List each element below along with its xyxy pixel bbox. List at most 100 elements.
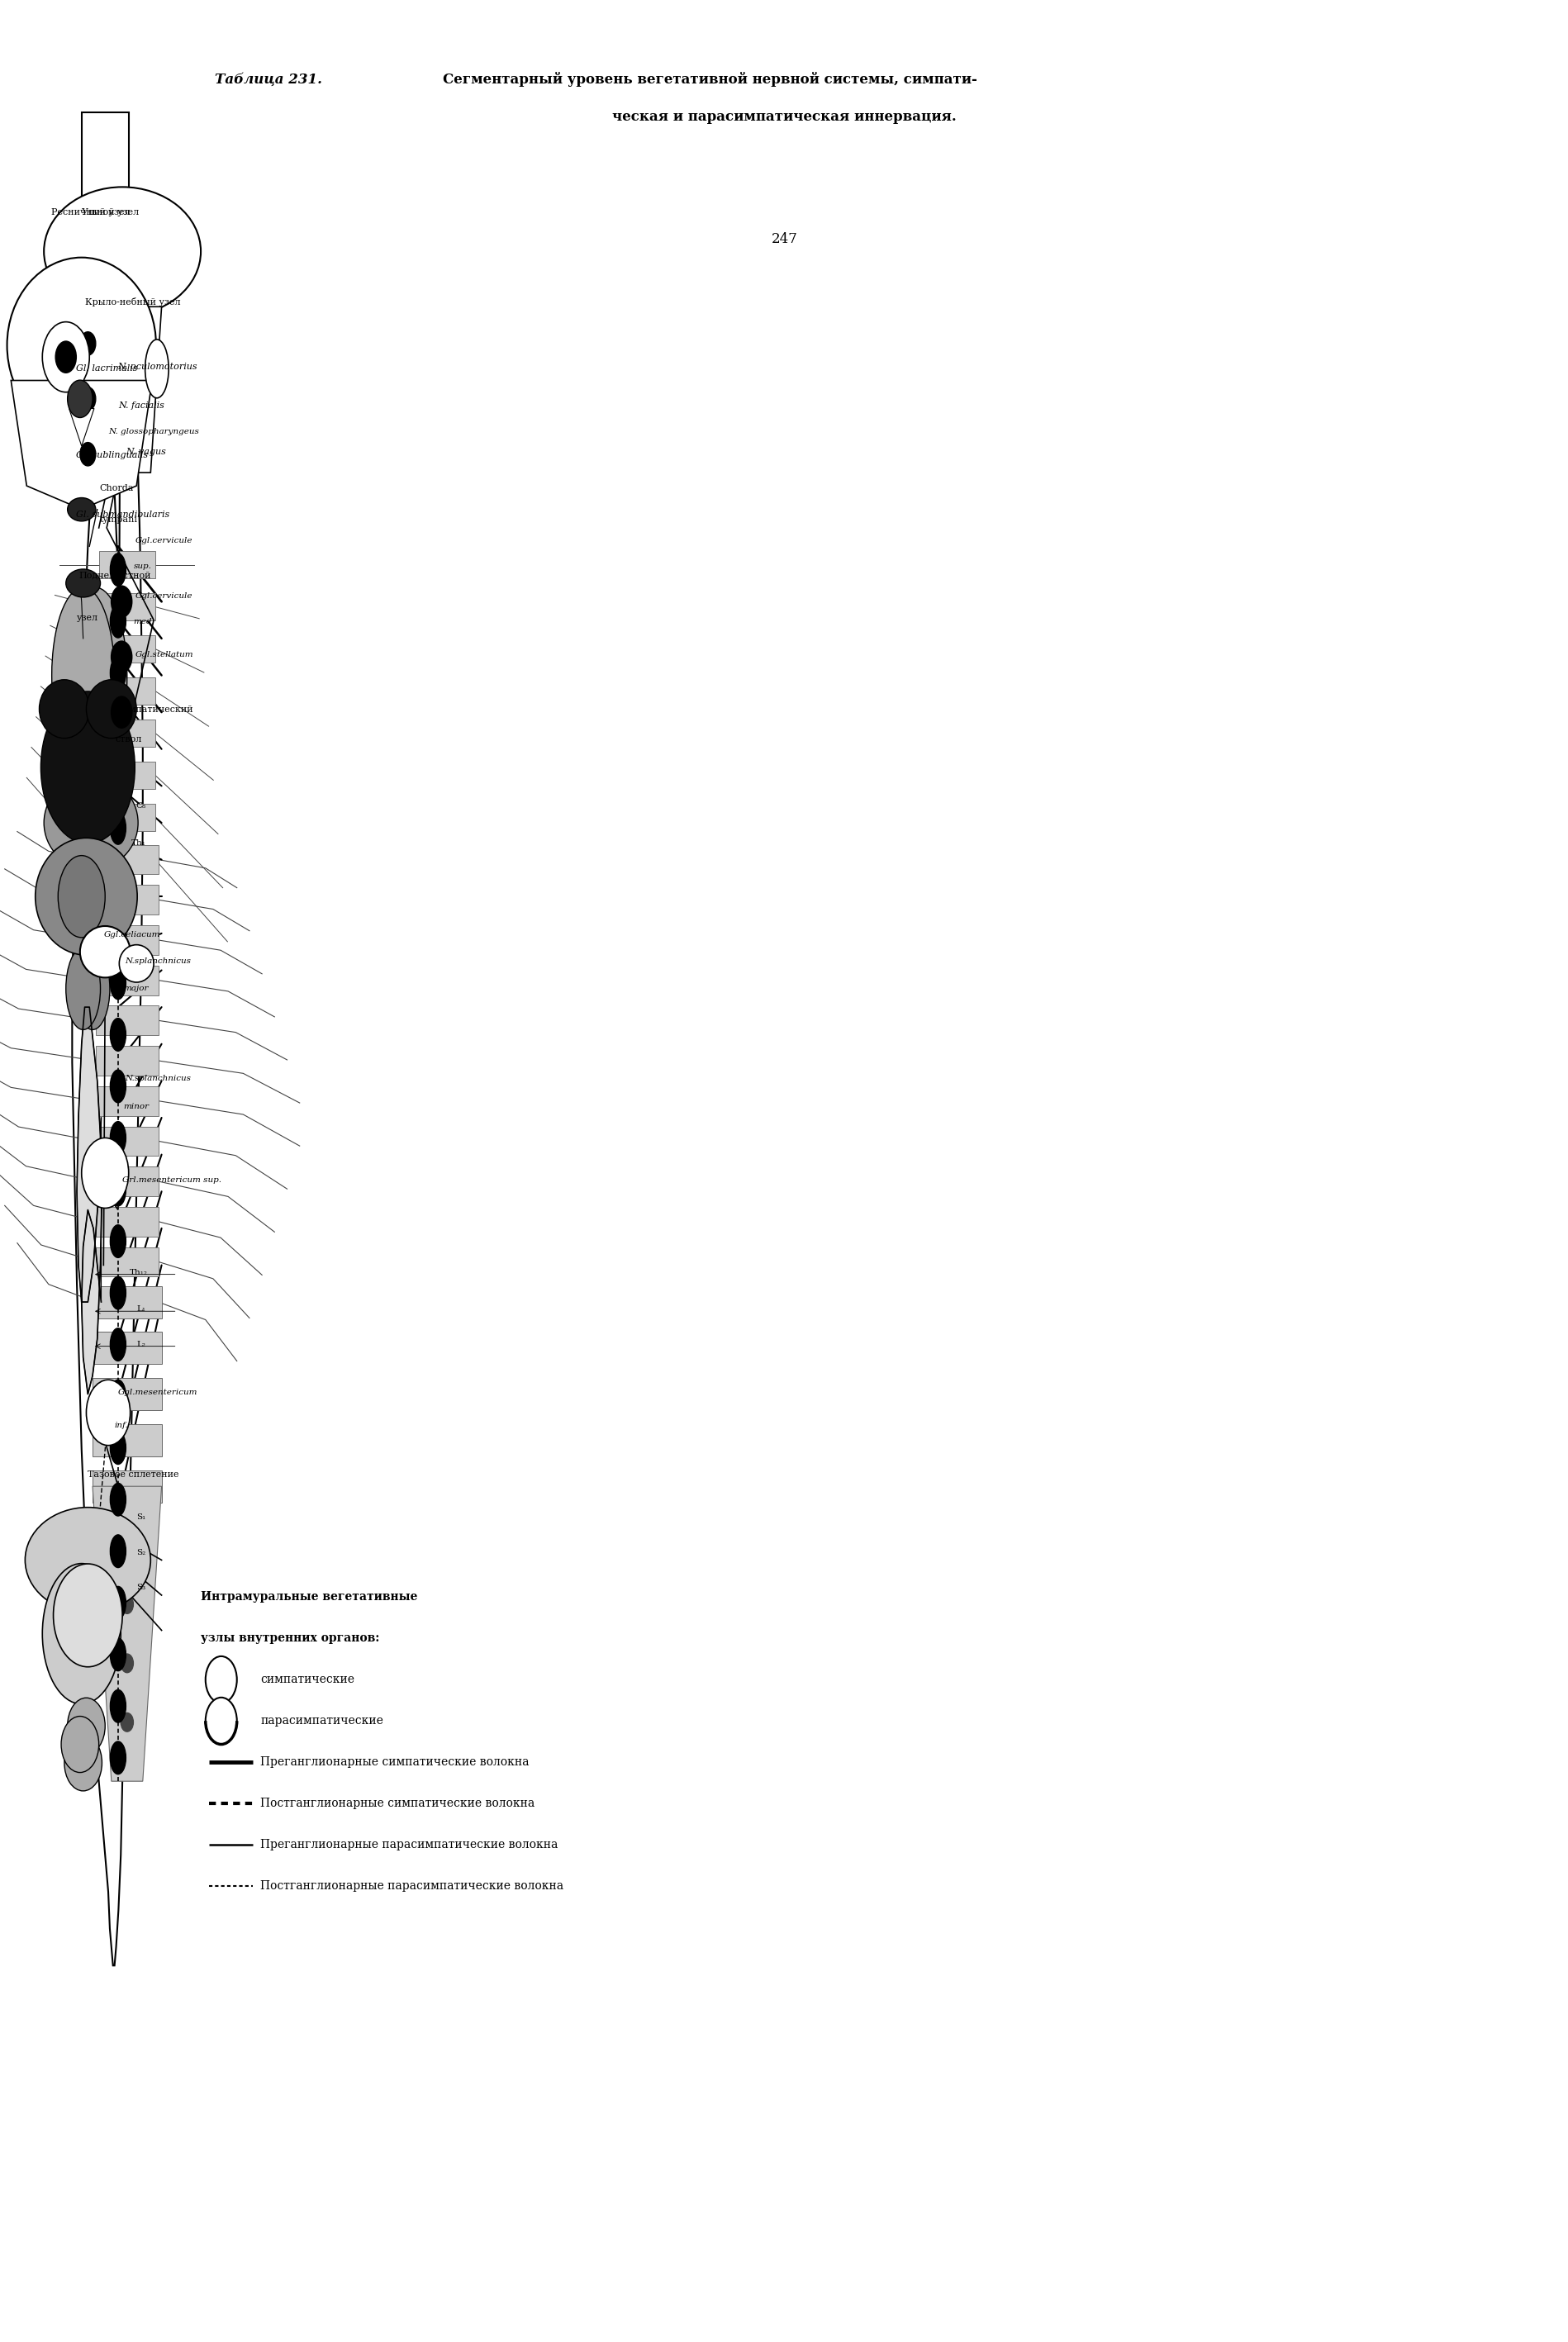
Text: L₁: L₁ xyxy=(136,1304,146,1314)
Ellipse shape xyxy=(34,838,138,956)
Text: N.splanchnicus: N.splanchnicus xyxy=(125,1075,191,1082)
Ellipse shape xyxy=(44,187,201,316)
Text: Ресничный узел: Ресничный узел xyxy=(52,208,130,215)
Text: Gl. sublingualis: Gl. sublingualis xyxy=(75,452,147,459)
Ellipse shape xyxy=(41,691,135,843)
Text: Ggl.celiacum: Ggl.celiacum xyxy=(103,932,160,939)
Bar xyxy=(96,1288,158,1316)
Circle shape xyxy=(42,321,89,391)
Text: Ушной узел: Ушной узел xyxy=(82,208,140,215)
Bar xyxy=(99,635,155,663)
Bar xyxy=(96,1047,158,1075)
Text: узлы внутренних органов:: узлы внутренних органов: xyxy=(201,1632,379,1644)
Polygon shape xyxy=(77,1007,102,1393)
Ellipse shape xyxy=(110,1225,125,1258)
Circle shape xyxy=(67,379,93,417)
Ellipse shape xyxy=(110,864,125,897)
Text: Grl.mesentericum sup.: Grl.mesentericum sup. xyxy=(122,1176,221,1183)
Circle shape xyxy=(80,333,96,356)
Ellipse shape xyxy=(110,1379,125,1412)
Text: N. glossopharyngeus: N. glossopharyngeus xyxy=(108,429,199,436)
Circle shape xyxy=(55,340,77,372)
Polygon shape xyxy=(83,307,162,473)
Ellipse shape xyxy=(110,1482,125,1515)
Bar xyxy=(96,1166,158,1197)
Text: L₂: L₂ xyxy=(136,1340,146,1349)
Ellipse shape xyxy=(110,1431,125,1464)
Text: major: major xyxy=(122,984,149,993)
Bar xyxy=(93,1471,162,1504)
Circle shape xyxy=(110,696,133,728)
Ellipse shape xyxy=(144,340,168,398)
Text: Постганглионарные симпатические волокна: Постганглионарные симпатические волокна xyxy=(260,1799,535,1808)
Text: Ggl.mesentericum: Ggl.mesentericum xyxy=(118,1389,198,1396)
Text: Таблица 231.: Таблица 231. xyxy=(215,73,321,87)
Text: ческая и парасимпатическая иннервация.: ческая и парасимпатическая иннервация. xyxy=(612,110,956,124)
Text: S₂: S₂ xyxy=(136,1548,146,1555)
Circle shape xyxy=(205,1698,237,1745)
Ellipse shape xyxy=(66,949,100,1030)
Ellipse shape xyxy=(110,553,125,586)
Ellipse shape xyxy=(42,1564,121,1705)
Text: med.: med. xyxy=(133,618,155,625)
Circle shape xyxy=(110,639,133,672)
Text: Th₁: Th₁ xyxy=(132,838,146,845)
Text: 247: 247 xyxy=(771,232,797,246)
Text: N.splanchnicus: N.splanchnicus xyxy=(125,958,191,965)
Circle shape xyxy=(53,1564,122,1668)
Text: C₈: C₈ xyxy=(136,803,146,810)
Text: Преганглионарные симпатические волокна: Преганглионарные симпатические волокна xyxy=(260,1756,528,1768)
Circle shape xyxy=(82,1138,129,1208)
Ellipse shape xyxy=(25,1508,151,1614)
Bar xyxy=(93,1286,162,1319)
Polygon shape xyxy=(69,408,94,445)
Bar xyxy=(99,593,155,621)
Polygon shape xyxy=(11,379,152,508)
Text: Gl. lacrimalis: Gl. lacrimalis xyxy=(75,365,138,372)
Text: Chorda: Chorda xyxy=(100,485,133,492)
Bar xyxy=(96,965,158,995)
Bar xyxy=(93,1377,162,1410)
Text: sup.: sup. xyxy=(133,562,152,569)
Circle shape xyxy=(80,443,96,466)
Bar xyxy=(99,550,155,578)
Text: Th₁₂: Th₁₂ xyxy=(129,1269,147,1276)
Ellipse shape xyxy=(110,1019,125,1052)
Text: minor: minor xyxy=(122,1103,149,1110)
Ellipse shape xyxy=(110,604,125,637)
Ellipse shape xyxy=(110,1637,125,1670)
Text: Gl. submandibularis: Gl. submandibularis xyxy=(75,511,169,518)
Bar xyxy=(96,1087,158,1115)
Text: Сегментарный уровень вегетативной нервной системы, симпати-: Сегментарный уровень вегетативной нервно… xyxy=(442,73,977,87)
Text: узел: узел xyxy=(77,614,99,621)
Text: Симпатический: Симпатический xyxy=(116,705,193,714)
Bar xyxy=(82,112,129,197)
Bar xyxy=(96,885,158,916)
Ellipse shape xyxy=(110,813,125,845)
Ellipse shape xyxy=(110,1122,125,1155)
Ellipse shape xyxy=(58,855,105,937)
Bar xyxy=(96,1206,158,1237)
Circle shape xyxy=(205,1656,237,1703)
Text: ствол: ствол xyxy=(116,735,141,742)
Circle shape xyxy=(86,1379,130,1445)
Bar xyxy=(99,803,155,831)
Ellipse shape xyxy=(44,775,138,869)
Ellipse shape xyxy=(110,1742,125,1775)
Ellipse shape xyxy=(110,916,125,949)
Bar xyxy=(99,677,155,705)
Ellipse shape xyxy=(110,967,125,1000)
Text: Подчелюстной: Подчелюстной xyxy=(78,571,152,578)
Text: симпатические: симпатические xyxy=(260,1675,354,1686)
Ellipse shape xyxy=(66,569,100,597)
Text: N. facialis: N. facialis xyxy=(119,400,165,410)
Text: tympani: tympani xyxy=(100,515,138,525)
Text: inf.: inf. xyxy=(114,1422,129,1429)
Bar xyxy=(93,1333,162,1363)
Text: Ggl.cervicule: Ggl.cervicule xyxy=(135,593,193,600)
Circle shape xyxy=(64,1735,102,1792)
Bar xyxy=(99,761,155,789)
Bar xyxy=(96,1246,158,1276)
Bar xyxy=(96,925,158,956)
Ellipse shape xyxy=(110,1534,125,1567)
